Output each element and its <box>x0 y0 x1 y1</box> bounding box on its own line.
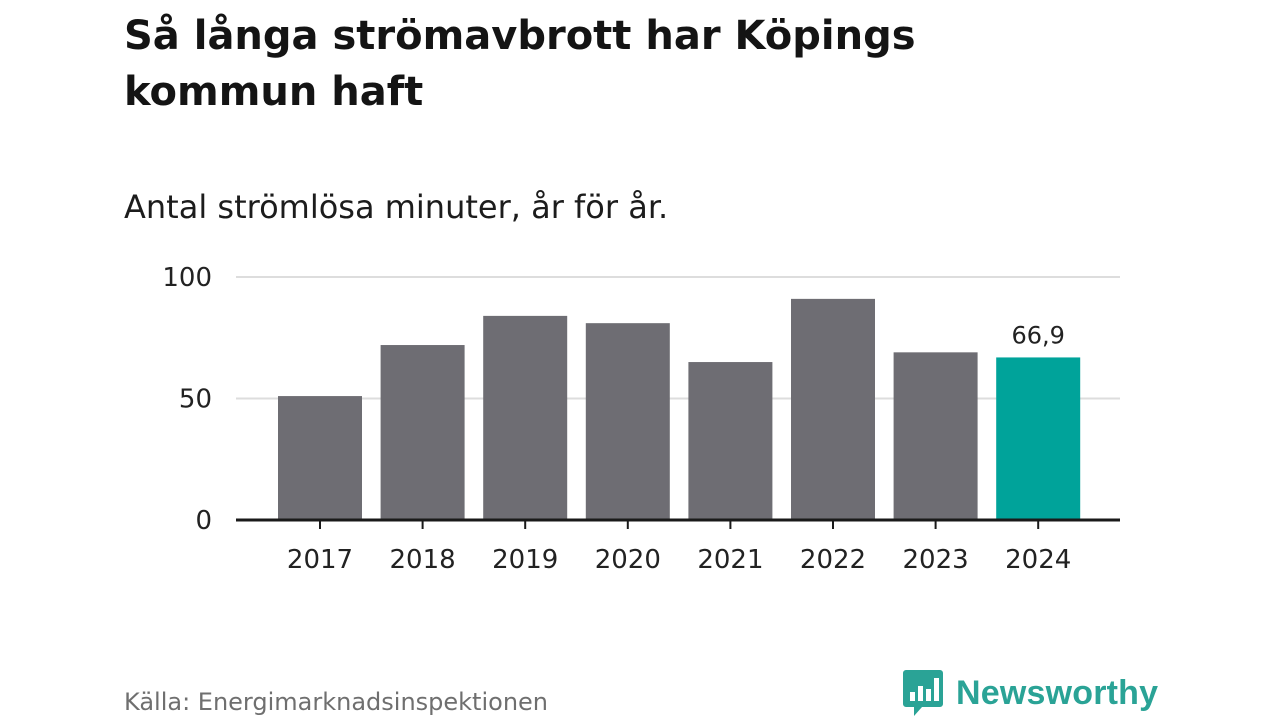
y-tick-label-100: 100 <box>162 263 212 293</box>
gridlines <box>236 276 1120 400</box>
y-tick-label-0: 0 <box>195 506 212 536</box>
bar-chart: 0 50 100 2017 2018 2019 2020 2021 2022 2023 2024 66… <box>162 263 1120 575</box>
x-tick-label-2022: 2022 <box>800 545 866 575</box>
bar-2017 <box>278 396 362 520</box>
newsworthy-logo: Newsworthy <box>902 668 1158 718</box>
newsworthy-logo-icon <box>903 670 943 716</box>
x-tick-label-2023: 2023 <box>903 545 969 575</box>
x-tick-label-2024: 2024 <box>1005 545 1071 575</box>
bar-2024 <box>996 357 1081 520</box>
x-tick-label-2020: 2020 <box>595 545 661 575</box>
x-tick-label-2018: 2018 <box>390 545 456 575</box>
axes <box>236 518 1120 529</box>
bar-2020 <box>585 323 670 520</box>
labels: 0 50 100 2017 2018 2019 2020 2021 2022 2023 2024 66… <box>162 263 1071 575</box>
bar-2019 <box>483 315 568 520</box>
source-note: Källa: Energimarknadsinspektionen <box>124 688 549 716</box>
x-tick-label-2021: 2021 <box>697 545 763 575</box>
bars <box>278 298 1081 520</box>
chart-subtitle: Antal strömlösa minuter, år för år. <box>124 188 669 226</box>
bar-2023 <box>893 352 978 520</box>
x-tick-label-2019: 2019 <box>492 545 558 575</box>
bar-2022 <box>791 298 875 520</box>
x-tick-label-2017: 2017 <box>287 545 353 575</box>
y-tick-label-50: 50 <box>179 385 212 415</box>
brand-name: Newsworthy <box>956 673 1159 712</box>
data-label-2024: 66,9 <box>1011 321 1064 349</box>
bar-2021 <box>688 362 773 520</box>
chart-title: Så långa strömavbrott har Köpings kommun… <box>124 13 916 115</box>
bar-2018 <box>380 345 465 520</box>
